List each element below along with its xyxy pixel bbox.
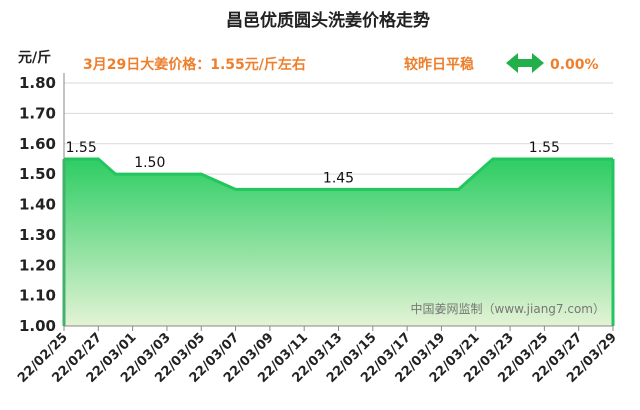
data-labels: 1.55 1.50 1.45 1.55 xyxy=(66,140,560,186)
y-tick-label: 1.30 xyxy=(19,226,56,244)
y-tick-label: 1.80 xyxy=(19,74,56,92)
y-tick-label: 1.50 xyxy=(19,165,56,183)
area-fill xyxy=(64,158,613,326)
y-tick-label: 1.20 xyxy=(19,256,56,274)
trend-note: 较昨日平稳 xyxy=(404,56,474,73)
chart-title: 昌邑优质圆头洗姜价格走势 xyxy=(226,10,430,31)
y-axis-unit-label: 元/斤 xyxy=(18,49,51,66)
data-label: 1.45 xyxy=(323,170,354,186)
data-label: 1.50 xyxy=(134,155,165,171)
y-tick-label: 1.10 xyxy=(19,287,56,305)
data-label: 1.55 xyxy=(529,140,560,156)
y-tick-label: 1.60 xyxy=(19,135,56,153)
price-line xyxy=(64,157,613,191)
watermark: 中国姜网监制（www.jiang7.com） xyxy=(411,301,605,316)
y-tick-label: 1.00 xyxy=(19,317,56,335)
double-arrow-horizontal-icon xyxy=(506,53,544,73)
price-note: 3月29日大姜价格：1.55元/斤左右 xyxy=(83,56,306,73)
y-tick-label: 1.40 xyxy=(19,196,56,214)
data-label: 1.55 xyxy=(66,140,97,156)
y-axis-ticks: 1.00 1.10 1.20 1.30 1.40 1.50 1.60 1.70 1.80 xyxy=(19,74,56,335)
x-axis-ticks: 22/02/2522/02/2722/03/0122/03/0322/03/05… xyxy=(15,326,620,386)
y-tick-label: 1.70 xyxy=(19,104,56,122)
change-percent: 0.00% xyxy=(550,57,599,73)
